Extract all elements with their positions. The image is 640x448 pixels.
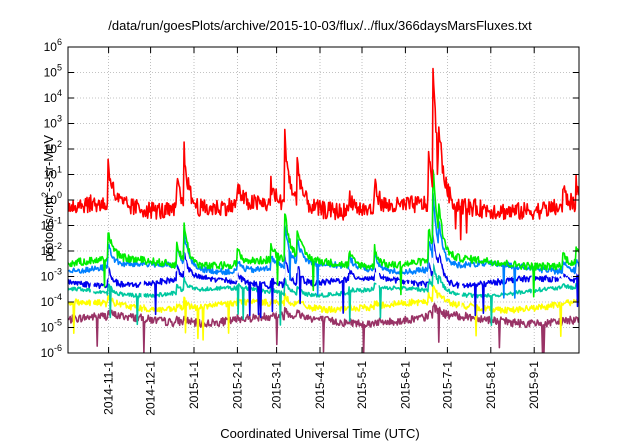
- y-tick-label: 10-3: [41, 267, 62, 284]
- x-tick-label: 2015-5-1: [355, 361, 369, 409]
- x-tick-label: 2015-2-1: [230, 361, 244, 409]
- x-tick-label: 2015-9-1: [527, 361, 541, 409]
- y-tick-label: 101: [44, 165, 62, 182]
- y-axis-label-sup: 2: [39, 192, 50, 198]
- series-line: [68, 169, 579, 298]
- y-tick-label: 10-1: [41, 216, 62, 233]
- y-axis-label-post: -s-sr-MeV: [41, 134, 57, 193]
- y-axis: 10-6 10-5 10-4 10-3 10-2 10-1 100 101 102 103 104 1…: [41, 37, 579, 360]
- y-tick-label: 104: [44, 88, 62, 105]
- series-line: [68, 223, 579, 310]
- y-tick-label: 105: [44, 63, 62, 80]
- x-tick-label: 2014-12-1: [144, 361, 158, 416]
- chart-title: /data/run/goesPlots/archive/2015-10-03/f…: [108, 18, 532, 33]
- y-tick-label: 10-4: [41, 292, 62, 309]
- y-tick-label: 106: [44, 37, 62, 54]
- y-tick-label: 102: [44, 139, 62, 156]
- y-tick-label: 103: [44, 114, 62, 131]
- x-tick-label: 2014-11-1: [102, 361, 116, 415]
- series-line: [68, 227, 579, 318]
- y-tick-label: 100: [44, 190, 62, 207]
- x-tick-label: 2015-7-1: [440, 361, 454, 409]
- series-line: [68, 302, 579, 353]
- x-tick-label: 2015-3-1: [270, 361, 284, 409]
- x-tick-label: 2015-1-1: [187, 361, 201, 409]
- series-line: [68, 263, 579, 326]
- y-axis-label: protons/cm2-s-sr-MeV: [40, 98, 56, 298]
- y-tick-label: 10-2: [41, 241, 62, 258]
- x-tick-label: 2015-6-1: [398, 361, 412, 409]
- x-tick-label: 2015-8-1: [484, 361, 498, 409]
- series-line: [68, 67, 579, 241]
- x-axis: 2014-11-1 2014-12-1 2015-1-1 2015-2-1 2015-3…: [102, 47, 541, 416]
- x-axis-label: Coordinated Universal Time (UTC): [220, 426, 420, 441]
- y-axis-label-pre: protons/cm: [41, 197, 57, 262]
- x-tick-label: 2015-4-1: [313, 361, 327, 409]
- series-group: [68, 67, 579, 353]
- series-line: [68, 284, 579, 341]
- y-tick-label: 10-5: [41, 318, 62, 335]
- y-tick-label: 10-6: [41, 343, 62, 360]
